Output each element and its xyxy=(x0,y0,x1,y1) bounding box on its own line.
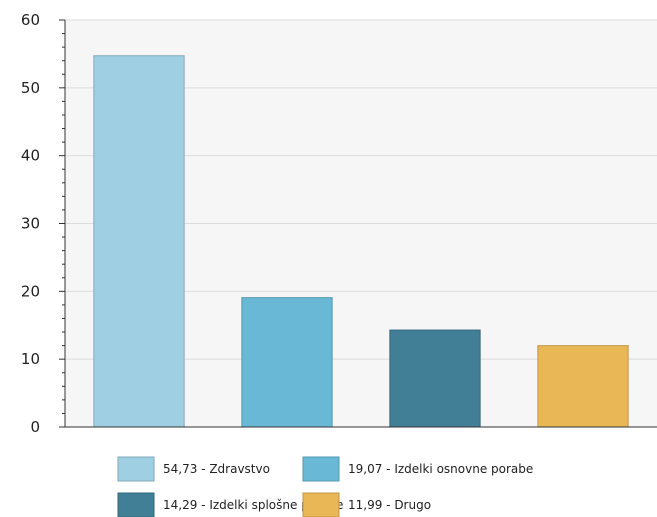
y-tick-label: 30 xyxy=(21,215,40,233)
legend-swatch xyxy=(302,492,340,517)
legend-swatch xyxy=(302,456,340,482)
y-tick-label: 60 xyxy=(21,11,40,29)
bars xyxy=(93,55,629,428)
legend-label: 14,29 - Izdelki splošne porabe xyxy=(163,498,343,512)
y-tick-label: 40 xyxy=(21,147,40,165)
legend-label: 19,07 - Izdelki osnovne porabe xyxy=(348,462,533,476)
bar xyxy=(241,297,333,428)
y-tick-label: 0 xyxy=(30,418,40,436)
y-axis-ticks: 0 10 20 30 40 50 60 xyxy=(21,11,65,436)
legend-label: 11,99 - Drugo xyxy=(348,498,431,512)
bar xyxy=(389,329,481,428)
legend-label: 54,73 - Zdravstvo xyxy=(163,462,270,476)
bar xyxy=(537,345,629,428)
bar xyxy=(93,55,185,428)
legend: 54,73 - Zdravstvo 19,07 - Izdelki osnovne… xyxy=(117,456,533,517)
y-tick-label: 50 xyxy=(21,79,40,97)
y-tick-label: 10 xyxy=(21,350,40,368)
legend-swatch xyxy=(117,492,155,517)
y-tick-label: 20 xyxy=(21,282,40,300)
legend-swatch xyxy=(117,456,155,482)
